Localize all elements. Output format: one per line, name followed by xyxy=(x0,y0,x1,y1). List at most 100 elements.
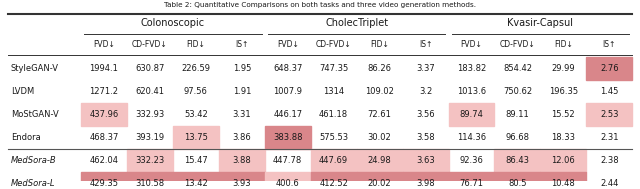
Text: Colonoscopic: Colonoscopic xyxy=(141,18,205,28)
Bar xyxy=(173,172,219,189)
Text: 400.6: 400.6 xyxy=(276,179,300,188)
Text: FVD↓: FVD↓ xyxy=(461,40,483,49)
Bar xyxy=(495,172,540,189)
Text: 3.98: 3.98 xyxy=(416,179,435,188)
Text: 2.53: 2.53 xyxy=(600,110,618,119)
Text: 3.58: 3.58 xyxy=(416,133,435,142)
Text: 393.19: 393.19 xyxy=(136,133,164,142)
Text: 620.41: 620.41 xyxy=(136,87,164,96)
Text: CD-FVD↓: CD-FVD↓ xyxy=(132,40,168,49)
Text: 2.38: 2.38 xyxy=(600,156,619,165)
Text: 3.31: 3.31 xyxy=(232,110,251,119)
Text: 1.91: 1.91 xyxy=(232,87,251,96)
Text: 18.33: 18.33 xyxy=(551,133,575,142)
Text: 3.2: 3.2 xyxy=(419,87,432,96)
Text: CD-FVD↓: CD-FVD↓ xyxy=(316,40,351,49)
Text: 447.69: 447.69 xyxy=(319,156,348,165)
Text: 196.35: 196.35 xyxy=(548,87,578,96)
Bar xyxy=(403,172,449,189)
Bar xyxy=(219,172,265,189)
Text: 3.88: 3.88 xyxy=(232,156,251,165)
Text: 332.93: 332.93 xyxy=(135,110,164,119)
Text: IS↑: IS↑ xyxy=(603,40,616,49)
Text: 29.99: 29.99 xyxy=(552,64,575,73)
Bar xyxy=(81,103,127,126)
Text: Kvasir-Capsul: Kvasir-Capsul xyxy=(508,18,573,28)
Text: 447.78: 447.78 xyxy=(273,156,302,165)
Text: 1271.2: 1271.2 xyxy=(90,87,118,96)
Text: 462.04: 462.04 xyxy=(90,156,118,165)
Text: FID↓: FID↓ xyxy=(370,40,389,49)
Text: 13.42: 13.42 xyxy=(184,179,208,188)
Text: 1314: 1314 xyxy=(323,87,344,96)
Bar xyxy=(265,126,310,149)
Text: IS↑: IS↑ xyxy=(419,40,432,49)
Text: 2.76: 2.76 xyxy=(600,64,619,73)
Text: 468.37: 468.37 xyxy=(90,133,118,142)
Text: 114.36: 114.36 xyxy=(457,133,486,142)
Text: FID↓: FID↓ xyxy=(186,40,205,49)
Text: 429.35: 429.35 xyxy=(90,179,118,188)
Text: 24.98: 24.98 xyxy=(368,156,392,165)
Text: 20.02: 20.02 xyxy=(368,179,392,188)
Text: MedSora-B: MedSora-B xyxy=(11,156,56,165)
Text: 15.47: 15.47 xyxy=(184,156,208,165)
Text: 3.63: 3.63 xyxy=(416,156,435,165)
Text: 575.53: 575.53 xyxy=(319,133,348,142)
Text: 747.35: 747.35 xyxy=(319,64,348,73)
Bar xyxy=(540,172,586,189)
Bar xyxy=(495,149,540,172)
Text: 1013.6: 1013.6 xyxy=(457,87,486,96)
Text: FVD↓: FVD↓ xyxy=(93,40,115,49)
Text: 92.36: 92.36 xyxy=(460,156,483,165)
Text: 15.52: 15.52 xyxy=(552,110,575,119)
Text: 332.23: 332.23 xyxy=(135,156,164,165)
Bar xyxy=(540,149,586,172)
Bar xyxy=(310,172,356,189)
Text: 30.02: 30.02 xyxy=(368,133,392,142)
Text: 854.42: 854.42 xyxy=(503,64,532,73)
Text: 630.87: 630.87 xyxy=(135,64,164,73)
Text: FID↓: FID↓ xyxy=(554,40,573,49)
Text: 183.82: 183.82 xyxy=(457,64,486,73)
Text: StyleGAN-V: StyleGAN-V xyxy=(11,64,59,73)
Bar xyxy=(265,172,310,189)
Bar xyxy=(356,172,403,189)
Text: 3.86: 3.86 xyxy=(232,133,251,142)
Text: 89.74: 89.74 xyxy=(460,110,483,119)
Text: 109.02: 109.02 xyxy=(365,87,394,96)
Text: CD-FVD↓: CD-FVD↓ xyxy=(500,40,535,49)
Bar xyxy=(586,103,632,126)
Text: 80.5: 80.5 xyxy=(508,179,527,188)
Text: 72.61: 72.61 xyxy=(367,110,392,119)
Bar xyxy=(173,126,219,149)
Text: 226.59: 226.59 xyxy=(181,64,211,73)
Text: 86.43: 86.43 xyxy=(506,156,529,165)
Text: 13.75: 13.75 xyxy=(184,133,208,142)
Bar xyxy=(310,149,356,172)
Text: 461.18: 461.18 xyxy=(319,110,348,119)
Text: Endora: Endora xyxy=(11,133,41,142)
Text: FVD↓: FVD↓ xyxy=(277,40,299,49)
Bar xyxy=(586,57,632,80)
Text: Table 2: Quantitative Comparisons on both tasks and three video generation metho: Table 2: Quantitative Comparisons on bot… xyxy=(164,2,476,8)
Text: 1.45: 1.45 xyxy=(600,87,618,96)
Text: 3.56: 3.56 xyxy=(416,110,435,119)
Text: 89.11: 89.11 xyxy=(506,110,529,119)
Bar xyxy=(449,103,495,126)
Text: 437.96: 437.96 xyxy=(90,110,118,119)
Text: 1.95: 1.95 xyxy=(232,64,251,73)
Text: 97.56: 97.56 xyxy=(184,87,208,96)
Bar xyxy=(81,172,127,189)
Text: CholecTriplet: CholecTriplet xyxy=(325,18,388,28)
Text: LVDM: LVDM xyxy=(11,87,34,96)
Text: 2.31: 2.31 xyxy=(600,133,618,142)
Text: 3.37: 3.37 xyxy=(416,64,435,73)
Bar xyxy=(449,172,495,189)
Text: MedSora-L: MedSora-L xyxy=(11,179,56,188)
Text: MoStGAN-V: MoStGAN-V xyxy=(11,110,59,119)
Text: 446.17: 446.17 xyxy=(273,110,302,119)
Text: 3.93: 3.93 xyxy=(232,179,251,188)
Text: IS↑: IS↑ xyxy=(235,40,248,49)
Text: 12.06: 12.06 xyxy=(552,156,575,165)
